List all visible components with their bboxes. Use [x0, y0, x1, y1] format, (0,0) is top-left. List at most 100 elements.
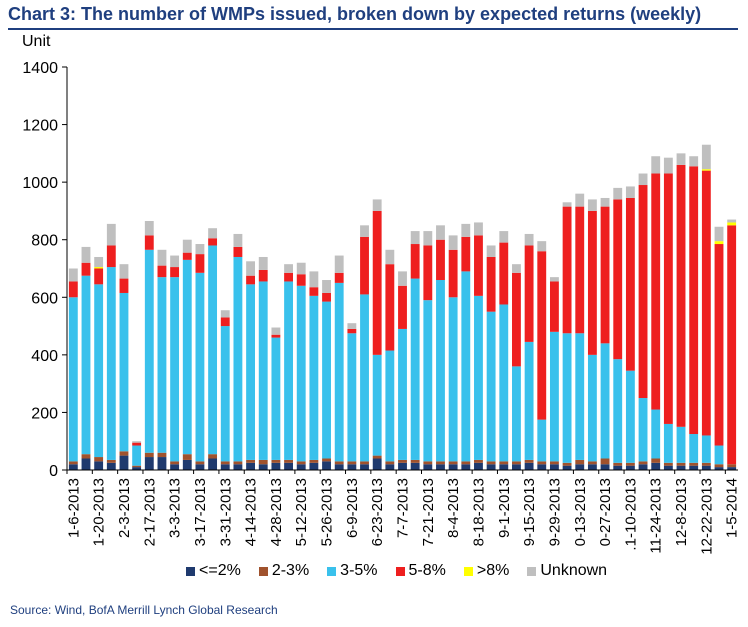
y-tick-label: 400	[31, 348, 58, 365]
x-tick-label: 5-12-2013	[293, 478, 310, 546]
bar-segment-3-34	[499, 242, 509, 305]
bar-segment-5-21	[334, 255, 344, 273]
bar-segment-3-44	[625, 197, 635, 371]
bar-segment-3-19	[309, 287, 319, 296]
bar-segment-2-0	[68, 297, 78, 462]
x-tick-label: 5-26-2013	[319, 478, 336, 546]
bar-segment-5-50	[701, 144, 711, 170]
bar-segment-1-2	[94, 457, 104, 462]
x-tick-label: 6-9-2013	[344, 478, 361, 538]
bar-segment-4-50	[701, 169, 711, 171]
bar-segment-2-29	[436, 280, 445, 462]
bar-layer	[68, 144, 737, 470]
bar-segment-3-25	[385, 264, 395, 351]
bar-segment-1-9	[182, 454, 192, 460]
bar-segment-5-12	[220, 310, 230, 318]
bar-segment-0-27	[410, 462, 420, 470]
bar-segment-3-13	[233, 246, 243, 257]
bar-segment-5-24	[372, 199, 382, 211]
x-tick-label: 11-24-2013	[648, 478, 665, 554]
bar-segment-5-40	[575, 193, 585, 207]
bar-segment-1-5	[132, 465, 142, 468]
bar-segment-3-45	[638, 185, 648, 399]
bar-segment-2-38	[549, 331, 559, 462]
bar-segment-1-26	[398, 459, 407, 463]
bar-segment-3-0	[68, 281, 78, 298]
bar-segment-3-14	[246, 275, 255, 285]
bar-segment-1-7	[157, 452, 167, 458]
bar-segment-1-20	[322, 458, 331, 462]
bar-segment-1-11	[208, 454, 218, 459]
bar-segment-2-24	[372, 354, 382, 456]
bar-segment-0-35	[512, 464, 521, 470]
legend: <=2% 2-3% 3-5% 5-8% >8% Unknown	[186, 562, 625, 580]
bar-segment-1-10	[195, 461, 205, 465]
bar-segment-3-30	[448, 249, 458, 298]
x-tick-label: 7-21-2013	[420, 478, 437, 546]
bar-segment-3-16	[271, 334, 281, 338]
bar-segment-5-5	[132, 441, 142, 443]
bar-segment-2-32	[474, 295, 483, 460]
bar-segment-5-28	[423, 231, 433, 246]
bar-segment-3-22	[347, 328, 357, 334]
bar-segment-3-26	[398, 285, 407, 329]
bar-segment-0-38	[549, 464, 559, 470]
x-tick-label: 8-18-2013	[470, 478, 487, 546]
x-tick-label: 3-3-2013	[167, 478, 184, 538]
source-note: Source: Wind, BofA Merrill Lynch Global …	[10, 603, 278, 617]
bar-segment-0-5	[132, 467, 142, 470]
bar-segment-5-45	[638, 173, 648, 186]
legend-label: 5-8%	[408, 562, 446, 579]
bar-segment-5-14	[246, 261, 255, 276]
bar-segment-0-31	[461, 464, 471, 470]
bar-segment-3-20	[322, 292, 331, 302]
bar-segment-5-15	[258, 256, 268, 270]
bar-segment-3-36	[524, 245, 534, 342]
bar-segment-3-12	[220, 317, 230, 327]
bar-segment-2-4	[119, 292, 129, 452]
bar-segment-5-38	[549, 277, 559, 282]
bar-segment-3-31	[461, 236, 471, 272]
bar-segment-3-1	[81, 262, 91, 276]
bar-segment-1-25	[385, 461, 395, 465]
bar-segment-5-19	[309, 271, 319, 288]
bar-segment-5-49	[689, 156, 699, 167]
bar-segment-0-0	[68, 464, 78, 470]
bar-segment-3-39	[562, 206, 572, 334]
bar-segment-1-6	[144, 452, 154, 458]
bar-segment-3-43	[613, 199, 623, 360]
x-tick-label: 2-17-2013	[141, 478, 158, 546]
bar-segment-1-41	[587, 461, 597, 465]
bar-segment-1-43	[613, 462, 623, 466]
bar-segment-0-32	[474, 462, 483, 470]
bar-segment-3-38	[549, 281, 559, 332]
bar-segment-2-8	[170, 277, 180, 462]
bar-segment-3-23	[360, 236, 369, 295]
x-tick-label: 9-1-2013	[496, 478, 513, 538]
bar-segment-3-3	[106, 245, 116, 268]
bar-segment-2-12	[220, 326, 230, 462]
legend-swatch	[186, 566, 195, 576]
bar-segment-0-8	[170, 464, 180, 470]
bar-segment-2-47	[663, 423, 673, 463]
bar-segment-5-34	[499, 231, 509, 243]
bar-segment-1-3	[106, 459, 116, 463]
bar-segment-3-2	[94, 268, 104, 285]
bar-segment-3-32	[474, 235, 483, 296]
bar-segment-3-41	[587, 210, 597, 355]
x-tick-label: 0-13-2013	[572, 478, 589, 546]
bar-segment-5-32	[474, 222, 483, 236]
bar-segment-0-22	[347, 464, 357, 470]
bar-segment-0-3	[106, 462, 116, 470]
bar-segment-3-46	[651, 173, 661, 410]
bar-segment-5-22	[347, 323, 357, 329]
bar-segment-0-50	[701, 465, 711, 470]
bar-segment-1-50	[701, 462, 711, 466]
bar-segment-3-50	[701, 170, 711, 436]
bar-segment-2-34	[499, 304, 509, 462]
bar-segment-5-29	[436, 225, 445, 240]
bar-segment-0-4	[119, 455, 129, 470]
bar-segment-2-43	[613, 359, 623, 463]
bar-segment-1-42	[600, 458, 610, 465]
